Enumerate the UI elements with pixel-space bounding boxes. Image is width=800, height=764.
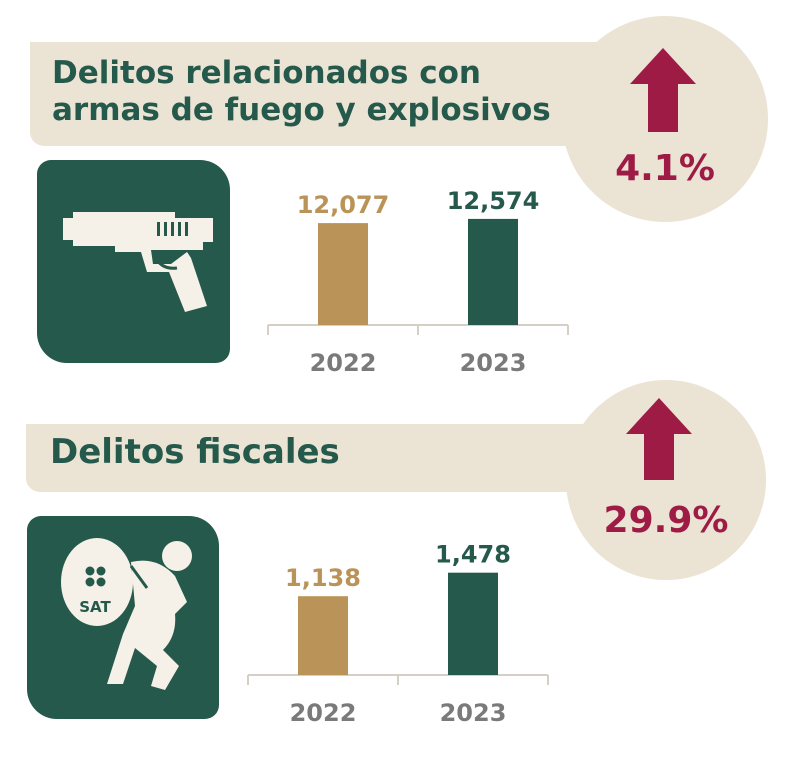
x-tick-label: 2023 bbox=[460, 349, 527, 377]
title-band bbox=[26, 424, 656, 492]
x-tick-label: 2022 bbox=[310, 349, 377, 377]
change-percent: 29.9% bbox=[603, 500, 729, 541]
icon-box: SAT bbox=[27, 516, 219, 719]
panel-title: Delitos relacionados con armas de fuego … bbox=[52, 55, 551, 128]
bar-chart: 12,077 2022 12,574 2023 bbox=[267, 187, 569, 377]
up-arrow-icon bbox=[626, 398, 692, 480]
bar-2023 bbox=[468, 218, 518, 325]
title-line-1: Delitos fiscales bbox=[50, 432, 340, 472]
x-tick-label: 2022 bbox=[290, 699, 357, 727]
bar-chart: 1,138 2022 1,478 2023 bbox=[247, 541, 549, 727]
bar-value-label: 1,478 bbox=[435, 541, 511, 569]
x-tick-label: 2023 bbox=[440, 699, 507, 727]
handgun-icon bbox=[63, 212, 213, 312]
panel-title: Delitos fiscales bbox=[50, 432, 340, 472]
sat-thief-icon: SAT bbox=[61, 538, 192, 690]
firearms-panel: Delitos relacionados con armas de fuego … bbox=[30, 16, 768, 377]
title-line-2: armas de fuego y explosivos bbox=[52, 91, 551, 128]
change-percent: 4.1% bbox=[615, 148, 715, 189]
title-line-1: Delitos relacionados con bbox=[52, 55, 481, 91]
bar-value-label: 12,574 bbox=[447, 187, 540, 215]
bar-2023 bbox=[448, 572, 498, 675]
bar-value-label: 1,138 bbox=[285, 564, 361, 592]
sat-label: SAT bbox=[79, 598, 111, 616]
bar-2022 bbox=[318, 223, 368, 325]
fiscal-panel: Delitos fiscales 29.9% SAT 1,138 2022 1,47… bbox=[0, 370, 800, 764]
up-arrow-icon bbox=[630, 48, 696, 132]
icon-box bbox=[37, 160, 230, 363]
bar-2022 bbox=[298, 596, 348, 675]
bar-value-label: 12,077 bbox=[297, 191, 390, 219]
